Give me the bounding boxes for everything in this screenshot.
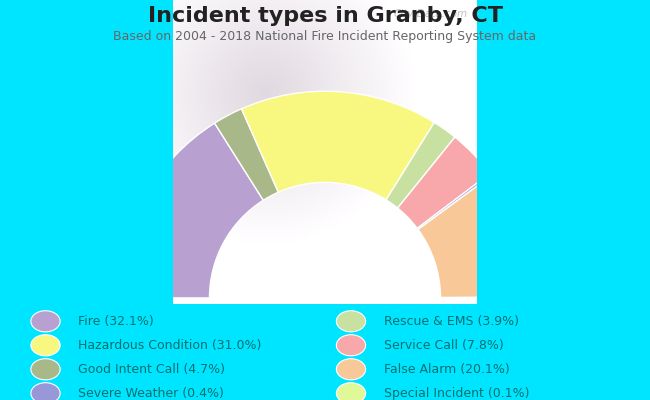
Text: False Alarm (20.1%): False Alarm (20.1%) [384, 363, 509, 376]
Wedge shape [118, 123, 263, 298]
Wedge shape [441, 297, 532, 298]
Ellipse shape [31, 359, 60, 380]
Ellipse shape [31, 383, 60, 400]
Text: Good Intent Call (4.7%): Good Intent Call (4.7%) [78, 363, 225, 376]
Wedge shape [398, 137, 490, 228]
Ellipse shape [337, 383, 365, 400]
Ellipse shape [31, 335, 60, 356]
Text: Special Incident (0.1%): Special Incident (0.1%) [384, 387, 529, 400]
Ellipse shape [337, 335, 365, 356]
Ellipse shape [337, 311, 365, 332]
Text: Fire (32.1%): Fire (32.1%) [78, 315, 154, 328]
Wedge shape [214, 109, 278, 200]
Wedge shape [242, 91, 434, 200]
Text: Rescue & EMS (3.9%): Rescue & EMS (3.9%) [384, 315, 519, 328]
Wedge shape [418, 176, 532, 298]
Text: Incident types in Granby, CT: Incident types in Granby, CT [148, 6, 502, 26]
Text: Hazardous Condition (31.0%): Hazardous Condition (31.0%) [78, 339, 261, 352]
Wedge shape [386, 122, 455, 208]
Text: Service Call (7.8%): Service Call (7.8%) [384, 339, 503, 352]
Text: Severe Weather (0.4%): Severe Weather (0.4%) [78, 387, 224, 400]
Ellipse shape [337, 359, 365, 380]
Text: City-Data.com: City-Data.com [394, 9, 468, 19]
Ellipse shape [31, 311, 60, 332]
Wedge shape [417, 173, 491, 230]
Text: Based on 2004 - 2018 National Fire Incident Reporting System data: Based on 2004 - 2018 National Fire Incid… [114, 30, 536, 43]
